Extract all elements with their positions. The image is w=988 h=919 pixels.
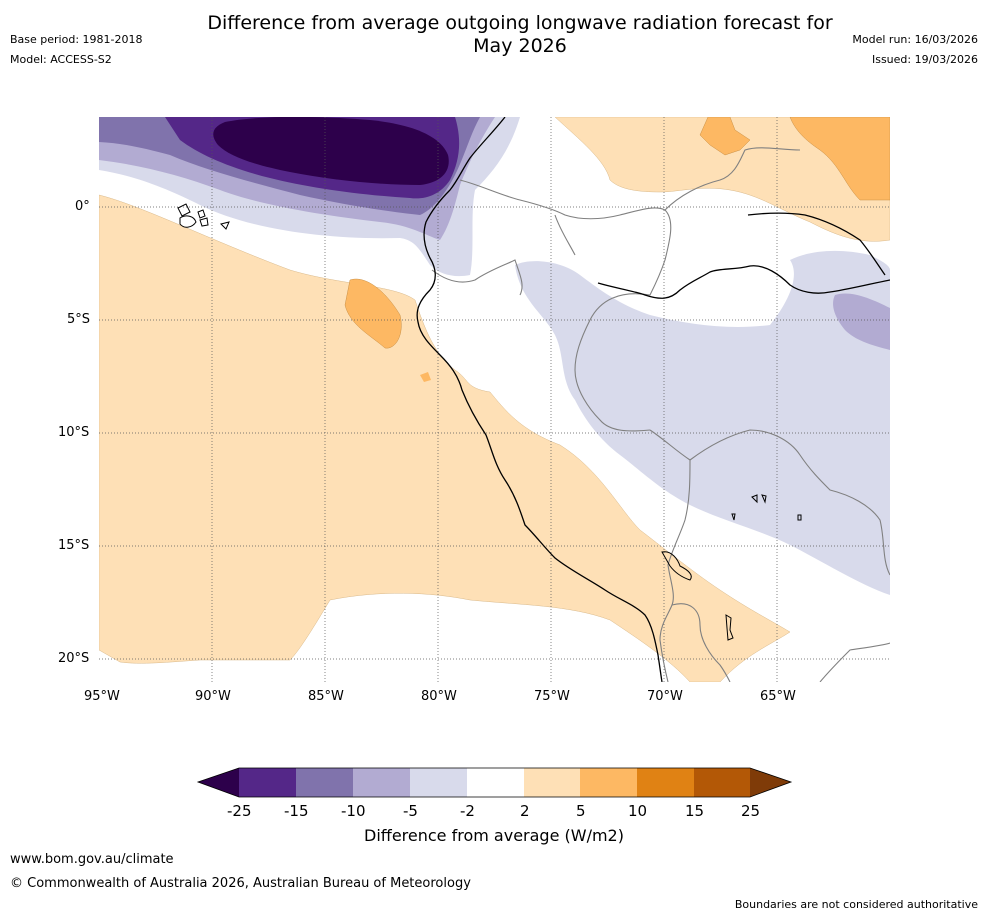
colorbar-label: -15 <box>284 802 309 820</box>
colorbar-label: -5 <box>403 802 418 820</box>
lon-tick-70w: 70°W <box>647 689 683 704</box>
colorbar-title: Difference from average (W/m2) <box>364 826 624 845</box>
colorbar-segment-7 <box>580 768 637 797</box>
lon-tick-80w: 80°W <box>421 689 457 704</box>
colorbar-segment-8 <box>637 768 694 797</box>
figure-title: Difference from average outgoing longwav… <box>120 12 920 58</box>
colorbar-extend-high <box>750 768 791 797</box>
title-line-2: May 2026 <box>473 35 567 57</box>
lat-tick-0: 0° <box>75 199 90 214</box>
lat-tick-20s: 20°S <box>58 651 90 666</box>
model-label: Model: ACCESS-S2 <box>10 53 112 66</box>
moderate-positive-north-a <box>699 117 751 156</box>
boundaries-disclaimer: Boundaries are not considered authoritat… <box>734 898 978 911</box>
colorbar-label: -2 <box>460 802 475 820</box>
meta-left: Base period: 1981-2018 Model: ACCESS-S2 <box>10 30 142 70</box>
lat-tick-5s: 5°S <box>67 312 91 327</box>
colorbar-segment-3 <box>353 768 410 797</box>
anomaly-field <box>99 117 890 682</box>
country-borders <box>431 147 890 682</box>
colorbar-segment-6 <box>524 768 580 797</box>
colorbar-label: -10 <box>341 802 366 820</box>
base-period-label: Base period: 1981-2018 <box>10 33 143 46</box>
lat-tick-10s: 10°S <box>58 425 90 440</box>
colorbar-label: 15 <box>685 802 705 820</box>
lon-tick-90w: 90°W <box>195 689 231 704</box>
lat-tick-15s: 15°S <box>58 538 90 553</box>
colorbar-outline <box>196 767 793 798</box>
colorbar <box>196 767 793 798</box>
weak-negative-inland <box>515 250 890 595</box>
colorbar-segment-2 <box>296 768 353 797</box>
colorbar-label: 10 <box>628 802 648 820</box>
small-positive-blob <box>420 372 431 382</box>
colorbar-segment-9 <box>694 768 750 797</box>
meta-right: Model run: 16/03/2026 Issued: 19/03/2026 <box>852 30 978 70</box>
coastline <box>416 117 890 682</box>
model-run-label: Model run: 16/03/2026 <box>852 33 978 46</box>
lon-tick-65w: 65°W <box>760 689 796 704</box>
title-line-1: Difference from average outgoing longwav… <box>207 12 833 34</box>
moderate-positive-north-b <box>789 117 890 201</box>
moderate-positive-blob <box>344 278 402 349</box>
moderate-negative-inland <box>833 293 890 350</box>
galapagos-islands <box>177 203 230 230</box>
colorbar-label: 5 <box>576 802 586 820</box>
lon-tick-85w: 85°W <box>308 689 344 704</box>
colorbar-label: -25 <box>227 802 252 820</box>
positive-anomaly-ocean <box>99 194 791 682</box>
colorbar-label: 2 <box>520 802 530 820</box>
colorbar-segment-1 <box>239 768 296 797</box>
copyright-notice: © Commonwealth of Australia 2026, Austra… <box>10 876 471 891</box>
website-link[interactable]: www.bom.gov.au/climate <box>10 852 174 867</box>
issued-label: Issued: 19/03/2026 <box>871 53 978 66</box>
lake-titicaca <box>661 494 802 641</box>
colorbar-segment-5 <box>467 768 524 797</box>
extreme-negative-nw <box>213 117 449 185</box>
lon-tick-95w: 95°W <box>84 689 120 704</box>
gridlines <box>99 117 890 682</box>
colorbar-extend-low <box>198 768 239 797</box>
colorbar-label: 25 <box>741 802 761 820</box>
lon-tick-75w: 75°W <box>534 689 570 704</box>
colorbar-segment-4 <box>410 768 467 797</box>
